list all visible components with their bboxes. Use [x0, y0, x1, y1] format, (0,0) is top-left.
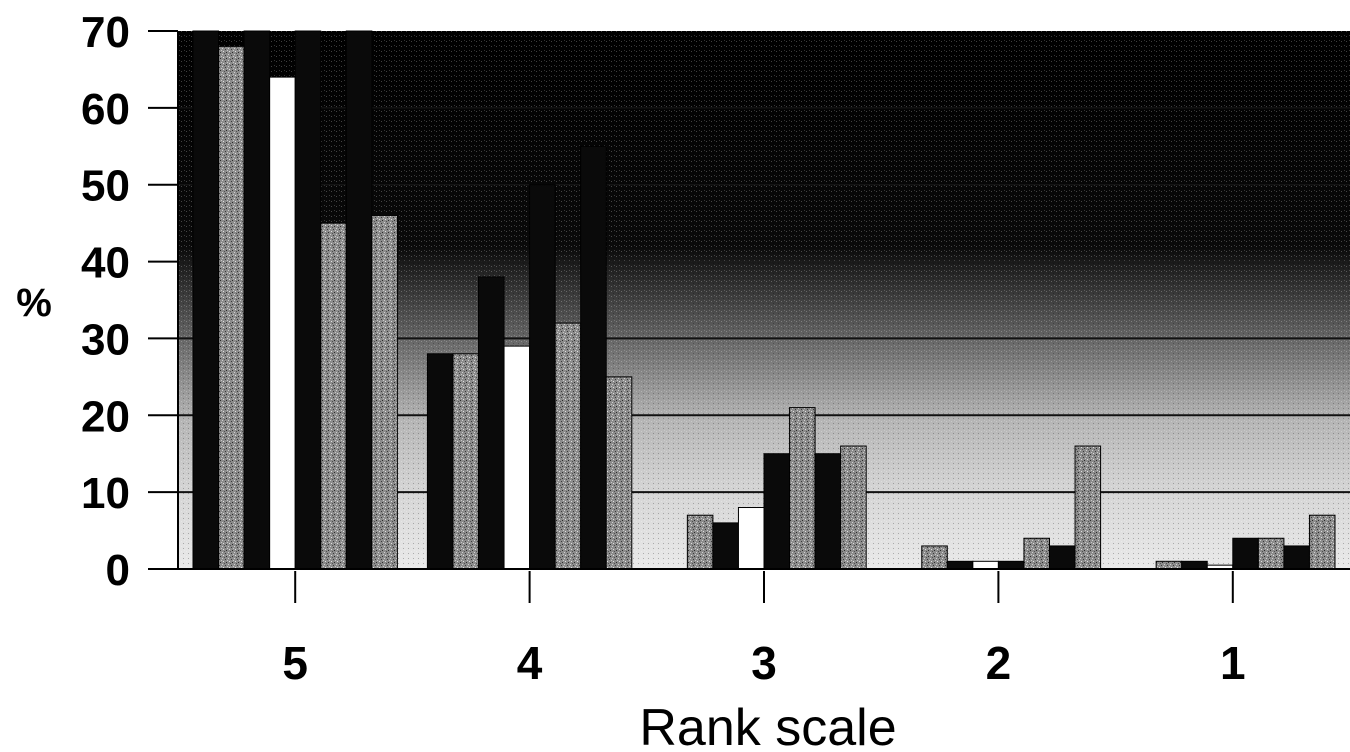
x-tick-label: 3: [751, 637, 777, 689]
bar: [1049, 545, 1076, 570]
x-tick-label: 1: [1220, 637, 1246, 689]
bar: [503, 345, 531, 570]
bar: [737, 507, 765, 570]
y-tick-labels: 0 10 20 30 40 50 60 70: [81, 8, 130, 595]
bar: [243, 30, 271, 570]
x-tick-label: 2: [986, 637, 1012, 689]
bar: [554, 322, 582, 570]
y-tick-label: 0: [106, 546, 130, 595]
y-tick-label: 60: [81, 85, 130, 134]
y-tick-label: 50: [81, 162, 130, 211]
bar: [426, 353, 454, 570]
bar: [529, 184, 556, 570]
bar: [269, 76, 296, 570]
bar: [1308, 514, 1336, 570]
bar: [946, 560, 974, 570]
bar: [712, 522, 739, 570]
y-tick-label: 40: [81, 239, 130, 288]
bar: [840, 445, 867, 570]
bar: [478, 276, 505, 570]
bar: [320, 222, 347, 570]
x-tick-labels: 5 4 3 2 1: [282, 637, 1245, 689]
x-axis-title: Rank scale: [639, 699, 896, 752]
bar: [192, 30, 220, 570]
bar: [1257, 537, 1285, 570]
y-tick-label: 70: [81, 8, 130, 57]
bars: [192, 30, 1336, 570]
x-tick-label: 4: [517, 637, 543, 689]
bar: [763, 453, 791, 570]
y-tick-label: 20: [81, 392, 130, 441]
bar: [218, 45, 245, 570]
bar: [686, 514, 714, 570]
bar: [1155, 560, 1183, 570]
bar: [345, 30, 373, 570]
bar: [371, 214, 398, 570]
bar: [1283, 545, 1310, 570]
bar: [814, 453, 842, 570]
bar: [921, 545, 948, 570]
x-tick-label: 5: [282, 637, 308, 689]
bar: [605, 376, 633, 570]
bar: [1074, 445, 1102, 570]
y-tick-label: 30: [81, 315, 130, 364]
y-tick-label: 10: [81, 469, 130, 518]
bar: [1023, 537, 1051, 570]
y-axis-title: %: [16, 281, 52, 325]
bar: [1232, 537, 1259, 570]
bar: [789, 407, 816, 570]
axes: [148, 30, 1350, 603]
bar: [580, 145, 607, 570]
bar: [997, 560, 1025, 570]
bar: [972, 560, 999, 570]
bar: [294, 30, 322, 570]
bar: [1181, 560, 1208, 570]
bar: [452, 353, 480, 570]
